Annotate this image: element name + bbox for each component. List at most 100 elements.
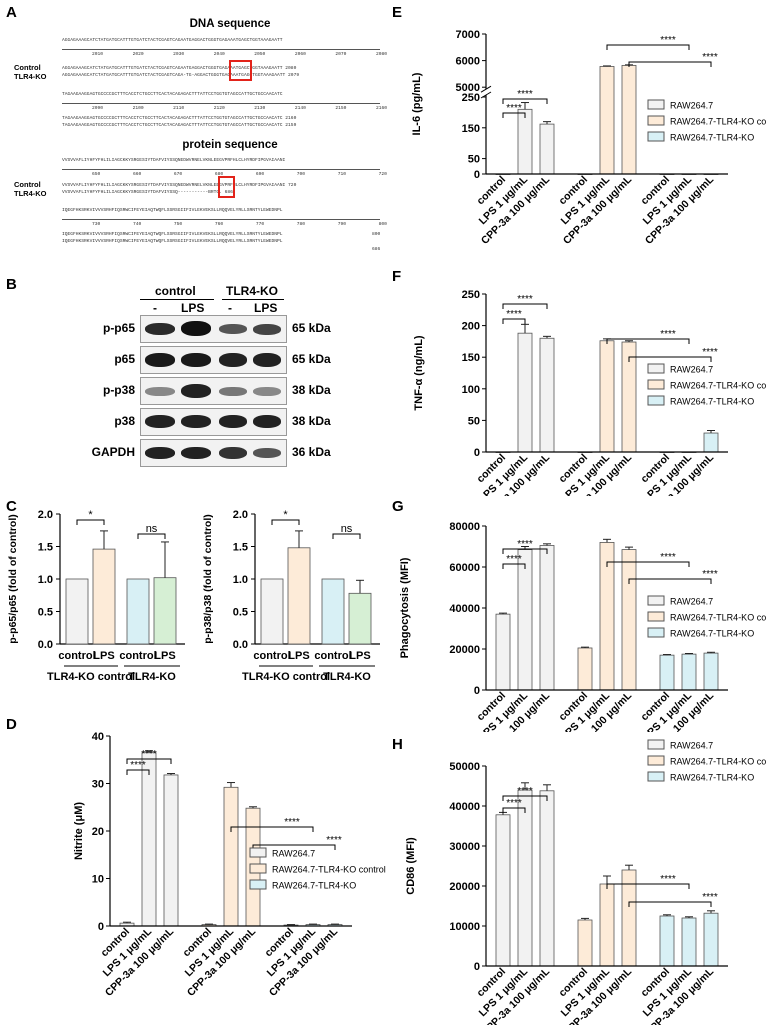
bar — [321, 578, 345, 645]
band — [219, 353, 247, 367]
y-tick-label: 2.0 — [233, 509, 248, 521]
panel-label-a: A — [6, 4, 17, 21]
significance-label: **** — [517, 89, 533, 100]
dna-ruler-2 — [62, 100, 380, 104]
band — [219, 415, 247, 428]
significance-label: **** — [326, 835, 342, 846]
panel-a-alignment: DNA sequence AGGAGAAAGCATCTATGATGCATTTGT… — [0, 0, 390, 270]
band — [253, 324, 281, 335]
bar — [703, 432, 719, 453]
y-tick-label: 2.0 — [38, 509, 53, 521]
legend-label: RAW264.7 — [670, 365, 713, 375]
y-tick-label: 5000 — [456, 82, 480, 94]
band — [253, 448, 281, 458]
legend-swatch — [249, 879, 267, 890]
significance-bracket — [271, 519, 300, 525]
panel-label-h: H — [392, 736, 403, 753]
y-tick-label: 0.5 — [38, 607, 53, 619]
dna-ruler-1 — [62, 46, 380, 50]
significance-bracket — [502, 548, 548, 554]
x-tick-label: LPS — [288, 650, 309, 662]
significance-label: ns — [146, 523, 158, 535]
dna-ko-2: TAGAAGAAGGAGTGCCCCGCTTTCACCTCTGCCTTCACTA… — [62, 123, 297, 128]
panel-label-b: B — [6, 276, 17, 293]
protein-ko-1: VVSVVAFLIYHFYFHLILIAGCKKYSRGESIYTDAFVIYS… — [62, 190, 233, 195]
legend-label: RAW264.7-TLR4-KO — [670, 773, 754, 783]
y-tick-label: 1.0 — [38, 574, 53, 586]
y-tick-label: 1.5 — [38, 542, 53, 554]
y-tick-label: 80000 — [449, 521, 480, 533]
legend-label: RAW264.7-TLR4-KO — [670, 629, 754, 639]
band — [145, 415, 175, 428]
protein-row-labels: Control TLR4-KO — [14, 180, 47, 198]
y-tick-label: 20000 — [449, 644, 480, 656]
band — [145, 323, 175, 335]
y-tick-label: 40000 — [449, 801, 480, 813]
y-axis-label: Phagocytosis (MFI) — [399, 557, 411, 658]
x-tick-label: LPS — [93, 650, 114, 662]
y-tick-label: 0 — [474, 447, 480, 459]
bar — [517, 332, 533, 453]
bar — [287, 547, 311, 645]
x-tick-label: LPS — [349, 650, 370, 662]
bar — [703, 912, 719, 967]
y-tick-label: 20 — [92, 826, 104, 838]
y-tick-label: 10000 — [449, 921, 480, 933]
significance-label: **** — [660, 874, 676, 885]
blot-row-p65 — [140, 346, 287, 374]
band — [219, 324, 247, 334]
y-tick-label: 7000 — [456, 29, 480, 41]
protein-control-2-end: 800 — [372, 232, 381, 237]
legend-label: RAW264.7-TLR4-KO control — [670, 117, 766, 127]
bar — [681, 653, 697, 691]
bar — [153, 577, 177, 645]
legend-label: RAW264.7 — [670, 101, 713, 111]
y-tick-label: 0 — [98, 921, 104, 933]
significance-bracket — [502, 98, 548, 104]
lane-4-label: LPS — [254, 301, 278, 315]
bar — [495, 613, 511, 691]
legend-label: RAW264.7-TLR4-KO control — [670, 613, 766, 623]
x-tick-label: control — [253, 650, 290, 662]
significance-bracket — [628, 61, 712, 67]
band — [181, 321, 211, 336]
bar — [577, 647, 593, 691]
significance-bracket — [628, 901, 712, 907]
protein-ticks-1: 650 660 670 680 690 700 710 720 — [92, 172, 387, 177]
y-tick-label: 0 — [474, 961, 480, 973]
significance-bracket — [502, 563, 526, 569]
significance-label: * — [283, 509, 288, 521]
bar — [517, 108, 533, 175]
protein-control-1: VVSVVAFLIYHFYFHLILIAGCKKYSRGESIYTDAFVIYS… — [62, 183, 297, 188]
y-axis-label: Nitrite (μM) — [73, 802, 85, 860]
blot-group-ko: TLR4-KO — [226, 284, 278, 298]
bar — [517, 549, 533, 691]
legend-swatch — [647, 99, 665, 110]
protein-ko-2: IQEGFHKSRKVIVVVSRHFIQSRWCIFEYEIAQTWQFLSS… — [62, 239, 283, 244]
dna-row-labels: Control TLR4-KO — [14, 63, 47, 81]
legend-label: RAW264.7-TLR4-KO control — [272, 865, 386, 875]
bar — [621, 549, 637, 691]
legend-swatch — [647, 627, 665, 638]
dna-ticks-2: 2090 2100 2110 2120 2130 2140 2150 2160 — [92, 106, 387, 111]
legend-swatch — [647, 739, 665, 750]
bar — [621, 64, 637, 175]
blot-row-names: p-p65 p65 p-p38 p38 GAPDH — [91, 321, 135, 459]
significance-label: **** — [517, 786, 533, 797]
significance-label: **** — [702, 892, 718, 903]
y-tick-label: 250 — [462, 92, 480, 104]
lane-2-label: LPS — [181, 301, 205, 315]
dna-control-1: AGGAGAAAGCATCTATGATGCATTTGTGATCTACTCGAGT… — [62, 66, 297, 71]
blot-group-control-line — [140, 299, 214, 300]
band — [181, 415, 211, 428]
legend-label: RAW264.7-TLR4-KO control — [670, 381, 766, 391]
significance-bracket — [76, 519, 105, 525]
y-tick-label: 0 — [474, 685, 480, 697]
significance-bracket — [502, 112, 526, 118]
significance-label: **** — [702, 347, 718, 358]
y-tick-label: 0.5 — [233, 607, 248, 619]
x-tick-label: control — [58, 650, 95, 662]
